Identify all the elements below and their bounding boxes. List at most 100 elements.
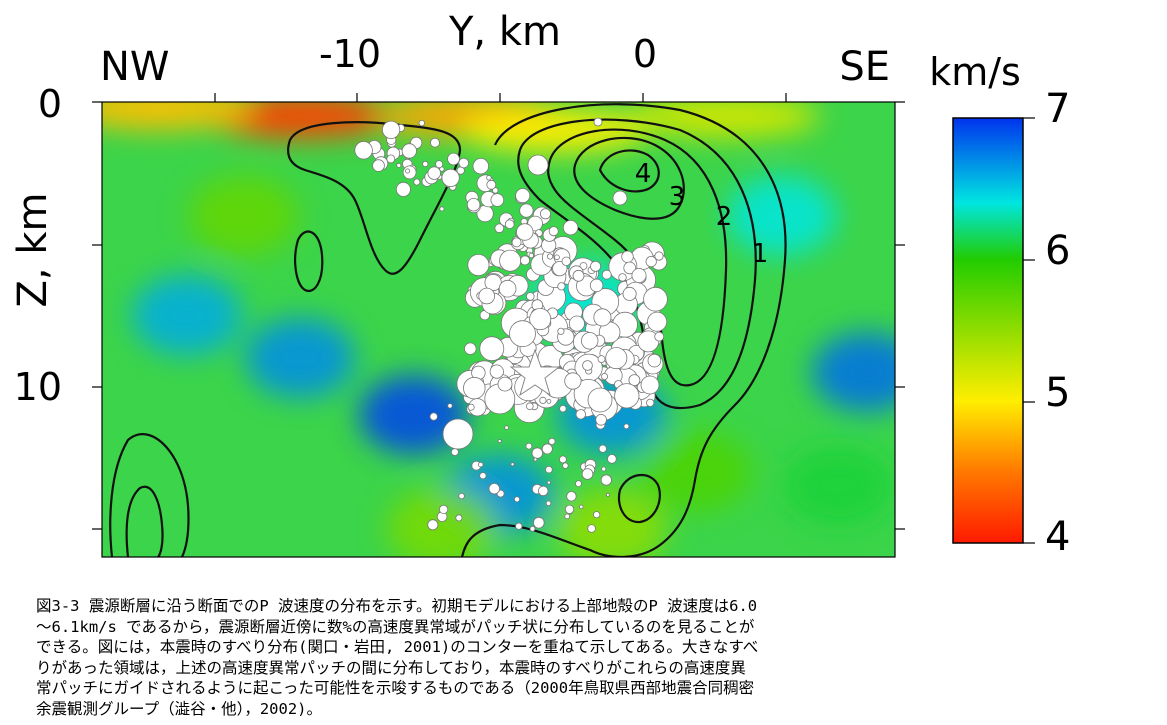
hypocenter-circle [595, 413, 607, 426]
velocity-anomaly [811, 332, 895, 413]
hypocenter-circle [548, 437, 556, 445]
hypocenter-circle [579, 262, 588, 270]
slip-contour-3 [547, 128, 728, 387]
hypocenter-circle [593, 117, 603, 127]
y-axis-label: Z, km [10, 193, 56, 308]
slip-contour-1 [460, 103, 787, 557]
hypocenter-circle [562, 219, 579, 236]
hypocenter-circle [598, 444, 607, 453]
hypocenter-circle [645, 255, 657, 268]
hypocenter-circle [601, 269, 612, 280]
hypocenter-circle [472, 157, 490, 175]
colorbar-gradient [952, 117, 1024, 544]
hypocenter-circle [386, 154, 396, 164]
hypocenter-circle [467, 403, 475, 411]
hypocenter-circle [545, 465, 553, 474]
hypocenter-circle [531, 447, 544, 459]
slip-contour-sw-outer [109, 433, 190, 557]
hypocenter-circle [499, 249, 522, 272]
hypocenter-circle [525, 442, 533, 450]
hypocenter-circle [654, 331, 665, 342]
hypocenter-circle [540, 208, 552, 220]
hypocenter-circle [654, 251, 664, 261]
hypocenter-circle [489, 364, 504, 379]
colorbar: km/s 7 6 5 4 [929, 50, 1070, 560]
hypocenter-circle [587, 524, 596, 533]
hypocenter-circle [546, 398, 552, 404]
slip-contour-small [294, 230, 324, 293]
mainshock-star-icon [509, 348, 561, 397]
x-axis-label: Y, km [448, 9, 561, 55]
hypocenter-circle [418, 119, 425, 127]
hypocenter-circle [528, 252, 534, 259]
hypocenter-circle [498, 279, 517, 298]
hypocenter-circle [494, 223, 505, 234]
hypocenter-circle [590, 260, 602, 272]
hypocenter-circle [545, 500, 552, 506]
hypocenter-circle [427, 519, 439, 531]
hypocenter-circle [525, 402, 534, 411]
hypocenter-circle [575, 409, 587, 420]
hypocenter-circle [478, 287, 496, 305]
hypocenter-circle [559, 405, 567, 413]
hypocenter-circle [511, 237, 522, 248]
hypocenter-circle [381, 120, 401, 139]
hypocenter-circle [372, 159, 385, 172]
hypocenter-circle [497, 439, 502, 444]
hypocenter-circle [458, 157, 470, 169]
hypocenter-circle [600, 474, 612, 486]
hypocenter-circle [516, 223, 534, 241]
hypocenter-circle [628, 374, 641, 387]
hypocenter-circle [568, 315, 585, 332]
contour-label: 2 [716, 202, 733, 232]
figure-caption: 図3-3 震源断層に沿う断面でのP 波速度の分布を示す。初期モデルにおける上部地… [36, 596, 1036, 719]
hypocenter-circle [486, 179, 497, 190]
hypocenter-circle [497, 376, 513, 392]
hypocenter-circle [546, 480, 551, 485]
hypocenter-circle [430, 137, 440, 148]
hypocenter-circle [572, 269, 585, 282]
velocity-anomaly [131, 275, 242, 356]
hypocenter-circle [539, 396, 547, 404]
hypocenter-circle [548, 226, 559, 237]
contour-label: 1 [752, 239, 769, 269]
hypocenter-circle [647, 311, 668, 332]
caption-line: 図3-3 震源断層に沿う断面でのP 波速度の分布を示す。初期モデルにおける上部地… [36, 597, 758, 615]
hypocenter-circle [514, 496, 521, 503]
hypocenter-circle [593, 308, 612, 327]
hypocenter-circle [396, 162, 402, 168]
hypocenter-circle [479, 336, 505, 362]
y-tick-label-0: 0 [38, 82, 62, 126]
velocity-anomaly [358, 374, 469, 455]
plot-frame [92, 93, 905, 558]
hypocenter-circle [559, 455, 567, 464]
hypocenter-circle [579, 504, 584, 509]
hypocenter-circle [612, 190, 628, 206]
velocity-anomaly [630, 102, 821, 139]
hypocenter-circle [439, 206, 445, 212]
hypocenter-circle [564, 504, 575, 514]
hypocenter-circle [541, 443, 553, 455]
colorbar-tick-label: 5 [1045, 370, 1070, 416]
hypocenter-circle [618, 273, 627, 282]
hypocenter-circle [601, 466, 607, 472]
hypocenter-circle [520, 255, 531, 266]
hypocenter-circle [519, 203, 534, 218]
hypocenter-circle [438, 504, 449, 514]
colorbar-unit-label: km/s [929, 50, 1021, 94]
direction-se-label: SE [839, 44, 890, 90]
caption-line: できる。図には，本震時のすべり分布(関口・岩田, 2001)のコンターを重ねて示… [36, 638, 759, 656]
hypocenter-circle [614, 383, 640, 409]
hypocenter-circle [447, 152, 460, 166]
hypocenter-circle [484, 273, 502, 292]
hypocenter-circle [479, 472, 487, 480]
hypocenter-circle [557, 282, 566, 291]
hypocenter-circle [450, 448, 459, 457]
x-tick-label-0: 0 [633, 32, 657, 76]
hypocenters [354, 117, 668, 533]
velocity-anomaly [205, 102, 396, 139]
hypocenter-circle [581, 468, 594, 480]
hypocenter-circle [515, 188, 531, 204]
